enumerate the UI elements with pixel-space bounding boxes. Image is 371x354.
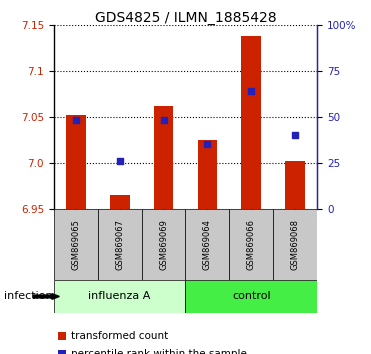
Text: GSM869069: GSM869069 [159, 219, 168, 270]
Text: GDS4825 / ILMN_1885428: GDS4825 / ILMN_1885428 [95, 11, 276, 25]
Bar [198, 140, 217, 209]
Bar [66, 115, 86, 209]
Bar [229, 209, 273, 280]
Bar [110, 195, 129, 209]
Bar [186, 209, 229, 280]
Text: percentile rank within the sample: percentile rank within the sample [71, 349, 247, 354]
Bar [54, 209, 98, 280]
Bar [273, 209, 317, 280]
Point [116, 158, 122, 164]
Point [292, 132, 298, 138]
Bar [285, 161, 305, 209]
Text: control: control [232, 291, 271, 302]
Bar [154, 106, 173, 209]
Bar [98, 209, 142, 280]
Text: GSM869067: GSM869067 [115, 219, 124, 270]
Bar [242, 36, 261, 209]
Text: GSM869064: GSM869064 [203, 219, 212, 270]
Point [249, 88, 255, 94]
Point [73, 117, 79, 122]
Bar [186, 280, 317, 313]
Bar [142, 209, 186, 280]
Text: transformed count: transformed count [71, 331, 168, 341]
Point [204, 142, 210, 147]
Bar [54, 280, 185, 313]
Text: GSM869068: GSM869068 [291, 219, 300, 270]
Text: influenza A: influenza A [88, 291, 151, 302]
Point [161, 117, 167, 122]
Text: infection: infection [4, 291, 52, 302]
Text: GSM869065: GSM869065 [71, 219, 80, 270]
Text: GSM869066: GSM869066 [247, 219, 256, 270]
